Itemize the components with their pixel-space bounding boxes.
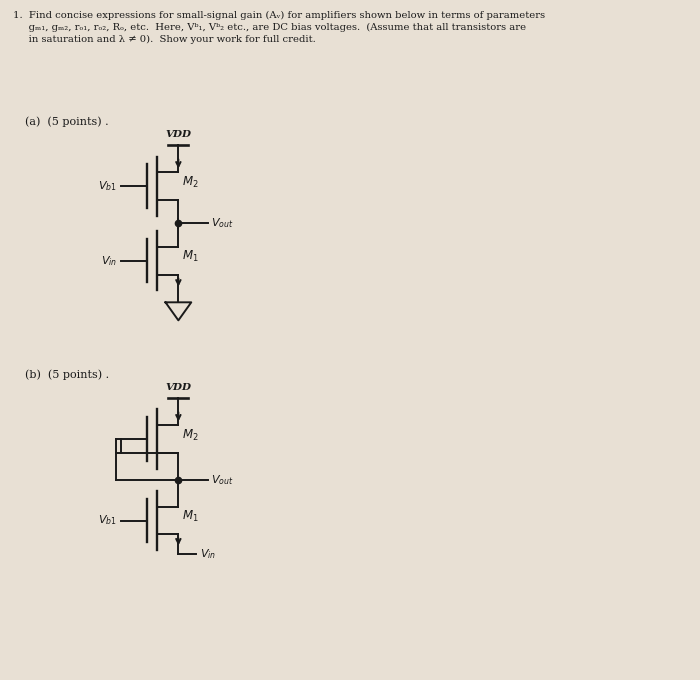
Text: VDD: VDD (165, 130, 191, 139)
Text: VDD: VDD (165, 383, 191, 392)
Text: (b)  (5 points) .: (b) (5 points) . (25, 370, 108, 380)
Text: $M_2$: $M_2$ (182, 428, 199, 443)
Text: $V_{in}$: $V_{in}$ (200, 547, 216, 561)
Text: $V_{in}$: $V_{in}$ (101, 254, 117, 267)
Text: (a)  (5 points) .: (a) (5 points) . (25, 117, 108, 127)
Text: $M_1$: $M_1$ (182, 249, 199, 265)
Text: $V_{out}$: $V_{out}$ (211, 216, 234, 231)
Text: $M_1$: $M_1$ (182, 509, 199, 524)
Text: $M_2$: $M_2$ (182, 175, 199, 190)
Text: $V_{out}$: $V_{out}$ (211, 473, 234, 487)
Text: $V_{b1}$: $V_{b1}$ (98, 513, 117, 528)
Text: 1.  Find concise expressions for small-signal gain (Aᵥ) for amplifiers shown bel: 1. Find concise expressions for small-si… (13, 11, 545, 44)
Text: $V_{b1}$: $V_{b1}$ (98, 180, 117, 193)
